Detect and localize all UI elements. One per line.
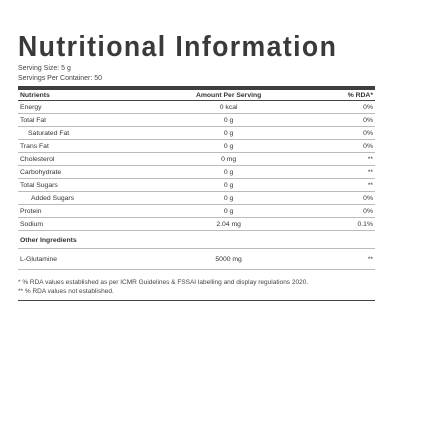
nutrient-amount: 0 g (175, 126, 283, 140)
ingredient-name: L-Glutamine (18, 249, 176, 270)
bottom-divider (18, 300, 375, 301)
ingredient-amount: 5000 mg (175, 249, 283, 270)
nutrient-amount: 0 g (175, 139, 283, 153)
thick-divider (18, 86, 375, 90)
header-amount: Amount Per Serving (175, 90, 283, 101)
nutrient-rda: ** (282, 178, 375, 192)
nutrient-name: Cholesterol (18, 152, 176, 166)
nutrient-name: Carbohydrate (18, 165, 176, 179)
header-nutrients: Nutrients (18, 90, 176, 101)
nutrient-name: Total Fat (18, 113, 176, 127)
table-row: Cholesterol 0 mg ** (18, 152, 375, 166)
nutrient-amount: 0 g (175, 191, 283, 205)
ingredients-body: L-Glutamine 5000 mg ** (18, 249, 375, 270)
nutrient-rda: 0% (282, 126, 375, 140)
table-row: Total Fat 0 g 0% (18, 113, 375, 127)
footnote-rda-established: * % RDA values established as per ICMR G… (18, 279, 309, 286)
nutrient-name: Added Sugars (18, 191, 176, 205)
nutrient-rda: 0% (282, 139, 375, 153)
table-row: Total Sugars 0 g ** (18, 178, 375, 192)
nutrient-rda: ** (282, 165, 375, 179)
ingredient-rda: ** (282, 249, 375, 270)
nutrient-amount: 0 mg (175, 152, 283, 166)
nutrient-name: Energy (18, 100, 176, 114)
table-header-row: Nutrients Amount Per Serving % RDA* (18, 90, 375, 101)
nutrient-rda: 0% (282, 204, 375, 218)
nutrient-name: Sodium (18, 217, 176, 231)
nutrient-amount: 0 g (175, 165, 283, 179)
nutrient-amount: 0 g (175, 178, 283, 192)
panel-title: Nutritional Information (18, 31, 338, 63)
table-row: Saturated Fat 0 g 0% (18, 126, 375, 140)
nutrition-panel: Nutritional Information Serving Size: 5 … (18, 32, 375, 301)
serving-size: Serving Size: 5 g (18, 65, 71, 72)
footnotes: * % RDA values established as per ICMR G… (18, 278, 375, 300)
ingredient-row: L-Glutamine 5000 mg ** (18, 249, 375, 270)
table-row: Protein 0 g 0% (18, 204, 375, 218)
header-rda: % RDA* (282, 90, 375, 101)
nutrient-name: Trans Fat (18, 139, 176, 153)
nutrients-table: Nutrients Amount Per Serving % RDA* Ener… (18, 90, 375, 231)
table-row: Energy 0 kcal 0% (18, 100, 375, 114)
nutrients-body: Energy 0 kcal 0% Total Fat 0 g 0% Saturated Fa… (18, 100, 375, 231)
nutrient-rda: 0% (282, 100, 375, 114)
servings-per-container: Servings Per Container: 50 (18, 75, 103, 82)
nutrient-rda: 0% (282, 191, 375, 205)
table-row: Trans Fat 0 g 0% (18, 139, 375, 153)
nutrient-amount: 2.04 mg (175, 217, 283, 231)
nutrient-rda: ** (282, 152, 375, 166)
nutrient-rda: 0% (282, 113, 375, 127)
other-ingredients-heading: Other Ingredients (18, 231, 375, 249)
nutrient-amount: 0 g (175, 204, 283, 218)
nutrient-name: Protein (18, 204, 176, 218)
nutrient-amount: 0 g (175, 113, 283, 127)
ingredients-table: L-Glutamine 5000 mg ** (18, 249, 375, 270)
table-row: Carbohydrate 0 g ** (18, 165, 375, 179)
nutrient-amount: 0 kcal (175, 100, 283, 114)
nutrient-name: Total Sugars (18, 178, 176, 192)
nutrient-rda: 0.1% (282, 217, 375, 231)
footnote-rda-not-established: ** % RDA values not established. (18, 288, 114, 295)
table-row: Sodium 2.04 mg 0.1% (18, 217, 375, 231)
nutrient-name: Saturated Fat (18, 126, 176, 140)
table-row: Added Sugars 0 g 0% (18, 191, 375, 205)
